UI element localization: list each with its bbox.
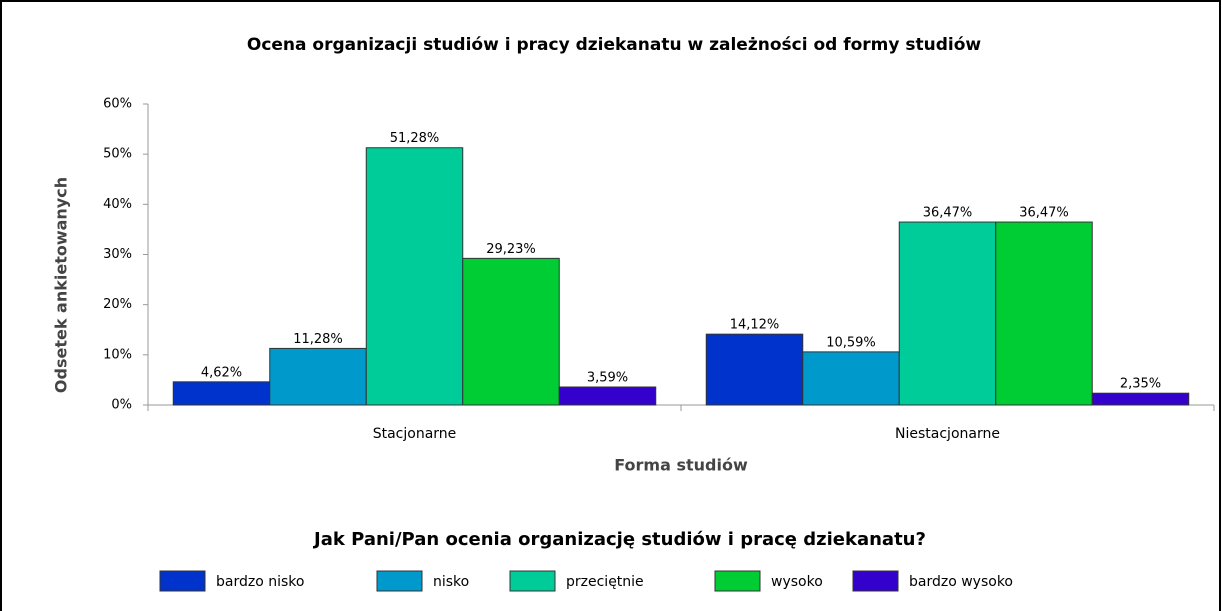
legend-label: bardzo nisko bbox=[216, 574, 304, 590]
y-tick-label: 60% bbox=[103, 97, 132, 112]
y-tick-label: 10% bbox=[103, 347, 132, 362]
y-tick-label: 30% bbox=[103, 247, 132, 262]
legend-swatch bbox=[852, 570, 899, 592]
x-tick-label: Stacjonarne bbox=[373, 426, 457, 442]
y-tick-label: 50% bbox=[103, 147, 132, 162]
legend-label: bardzo wysoko bbox=[909, 574, 1013, 590]
bar bbox=[365, 147, 464, 406]
legend-title: Jak Pani/Pan ocenia organizację studiów … bbox=[312, 529, 926, 550]
y-tick-label: 20% bbox=[103, 297, 132, 312]
data-label: 2,35% bbox=[1120, 377, 1161, 392]
data-label: 14,12% bbox=[730, 318, 780, 333]
bar bbox=[705, 333, 804, 406]
bar bbox=[558, 386, 657, 406]
legend-swatch bbox=[159, 570, 206, 592]
y-tick-label: 40% bbox=[103, 197, 132, 212]
y-axis-title: Odsetek ankietowanych bbox=[52, 177, 71, 393]
bar bbox=[995, 221, 1093, 406]
data-label: 4,62% bbox=[201, 365, 242, 380]
y-tick-label: 0% bbox=[111, 398, 132, 413]
bar bbox=[269, 347, 367, 406]
bar bbox=[172, 381, 271, 406]
data-label: 36,47% bbox=[1019, 206, 1069, 221]
data-label: 10,59% bbox=[826, 335, 876, 350]
data-label: 36,47% bbox=[923, 206, 973, 221]
x-tick-label: Niestacjonarne bbox=[895, 426, 1000, 442]
legend-label: przeciętnie bbox=[566, 574, 644, 590]
bar bbox=[462, 257, 560, 406]
data-label: 51,28% bbox=[390, 131, 440, 146]
bar bbox=[802, 351, 900, 406]
bar bbox=[898, 221, 997, 406]
data-label: 11,28% bbox=[293, 332, 343, 347]
legend-swatch bbox=[376, 570, 423, 592]
legend-swatch bbox=[714, 570, 761, 592]
bar bbox=[1091, 392, 1190, 406]
x-axis-title: Forma studiów bbox=[614, 456, 748, 475]
legend-label: wysoko bbox=[771, 574, 823, 590]
data-label: 29,23% bbox=[486, 242, 536, 257]
data-label: 3,59% bbox=[587, 370, 628, 385]
chart-title: Ocena organizacji studiów i pracy dzieka… bbox=[247, 35, 982, 55]
legend-swatch bbox=[509, 570, 556, 592]
legend-label: nisko bbox=[433, 574, 469, 590]
